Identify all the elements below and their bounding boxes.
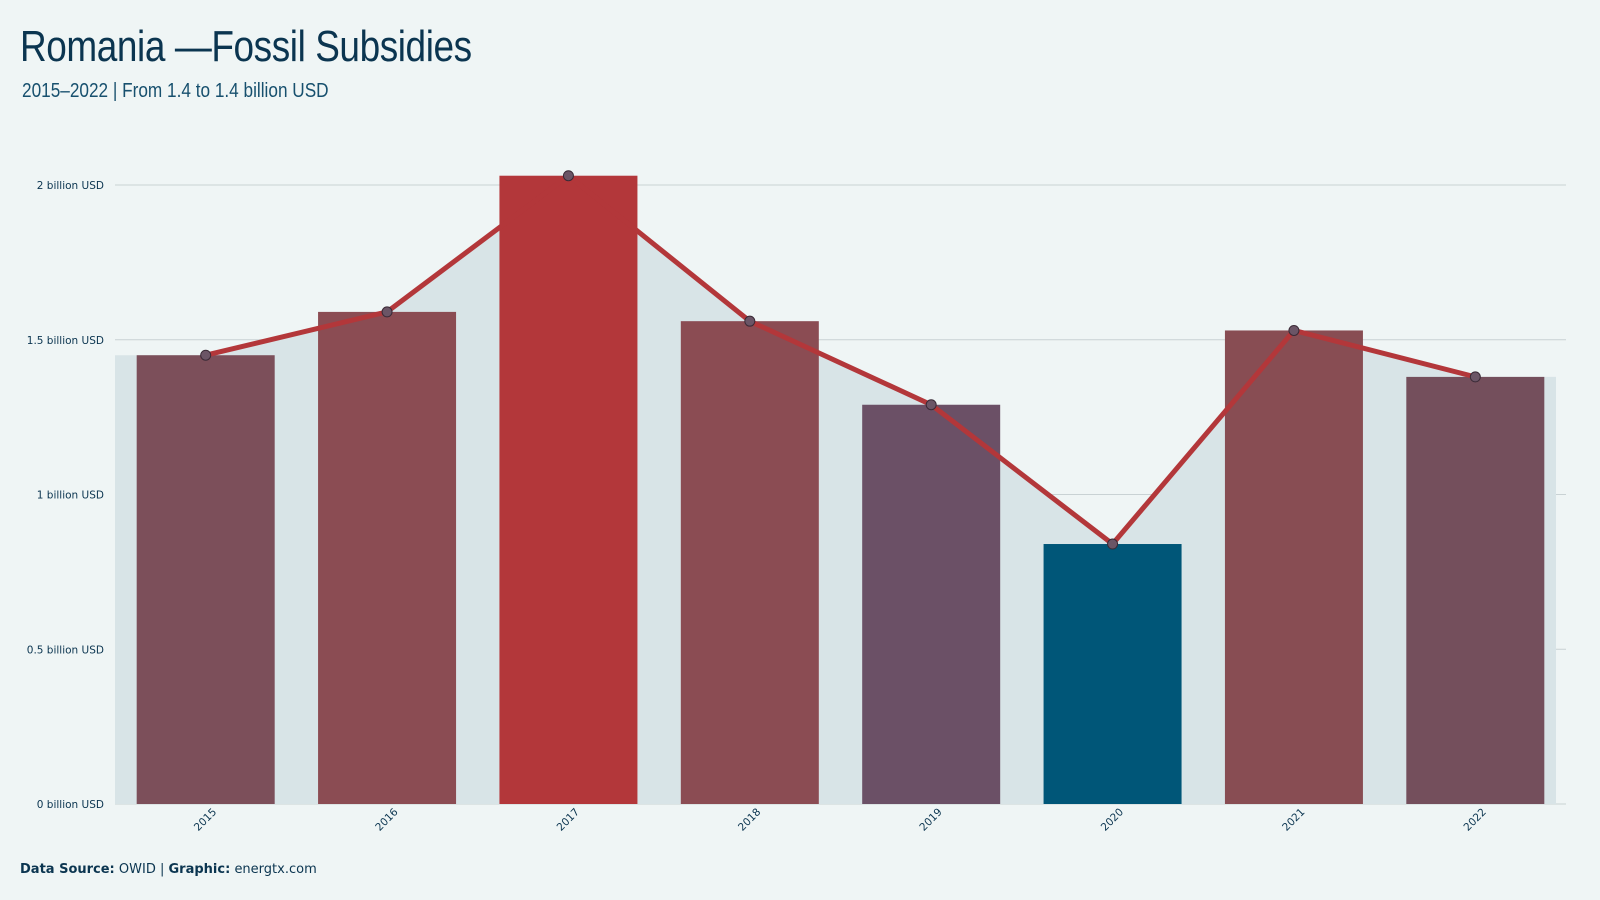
x-tick-label: 2017 [555, 806, 582, 833]
point-2018 [744, 315, 756, 327]
bars [136, 175, 1545, 805]
x-tick-label: 2020 [1099, 806, 1126, 833]
bar-2022 [1406, 376, 1545, 804]
x-tick-label: 2016 [373, 806, 401, 834]
x-tick-label: 2021 [1280, 806, 1307, 833]
area-layer [115, 175, 1556, 805]
x-axis-ticks: 2015 2016 2017 2018 2019 2020 2021 2022 [192, 806, 1489, 834]
point-2022 [1469, 371, 1481, 383]
y-tick-label: 1.5 billion USD [27, 335, 104, 347]
point-2019 [925, 399, 937, 411]
point-2020 [1107, 538, 1119, 550]
point-2016 [381, 306, 393, 318]
footer: Data Source: OWID | Graphic: energtx.com [20, 862, 317, 877]
bar-2017 [499, 175, 638, 805]
x-tick-label: 2019 [917, 806, 944, 833]
y-tick-label: 1 billion USD [37, 490, 104, 502]
line-overlay [203, 173, 1478, 547]
chart-title: Romania —Fossil Subsidies [20, 22, 472, 71]
point-2017 [562, 170, 574, 182]
source-value: OWID [118, 862, 156, 877]
chart-subtitle: 2015–2022 | From 1.4 to 1.4 billion USD [22, 80, 329, 102]
y-tick-label: 2 billion USD [37, 180, 104, 192]
x-tick-label: 2018 [736, 806, 763, 833]
point-2021 [1288, 324, 1300, 336]
bar-2019 [862, 404, 1001, 804]
y-tick-label: 0 billion USD [37, 799, 104, 811]
source-label: Data Source: [20, 862, 115, 877]
y-tick-label: 0.5 billion USD [27, 644, 104, 656]
bar-2021 [1224, 330, 1363, 804]
line-points [200, 170, 1481, 550]
x-tick-label: 2015 [192, 806, 219, 833]
bar-2016 [318, 311, 457, 804]
bar-2020 [1043, 544, 1182, 804]
x-tick-label: 2022 [1461, 806, 1488, 833]
graphic-label: Graphic: [168, 862, 231, 877]
series-line [203, 173, 1478, 547]
graphic-value: energtx.com [234, 862, 317, 877]
bar-2015 [136, 355, 275, 804]
area-fill [115, 175, 1556, 805]
point-2015 [200, 349, 212, 361]
bar-2018 [680, 321, 819, 804]
footer-separator: | [159, 862, 165, 877]
y-axis-ticks: 0 billion USD 0.5 billion USD 1 billion US… [27, 180, 104, 811]
